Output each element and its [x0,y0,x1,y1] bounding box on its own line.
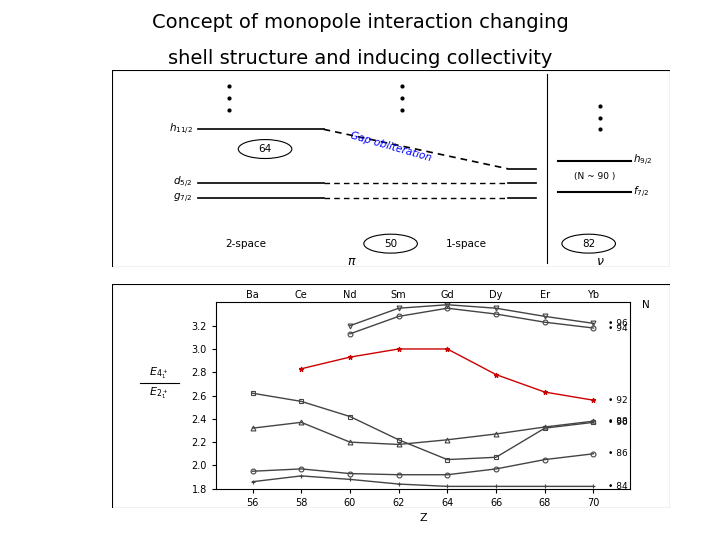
Text: $f_{7/2}$: $f_{7/2}$ [634,185,649,200]
Text: 1-space: 1-space [446,239,487,248]
Text: $h_{9/2}$: $h_{9/2}$ [634,153,652,168]
Text: (N ~ 90 ): (N ~ 90 ) [574,172,615,181]
Text: $E_{4_1^+}$: $E_{4_1^+}$ [150,365,168,381]
Text: Gd: Gd [441,290,454,300]
Text: Ba: Ba [246,290,259,300]
Text: Yb: Yb [588,290,600,300]
Text: Sm: Sm [391,290,407,300]
Text: $E_{2_1^+}$: $E_{2_1^+}$ [150,386,168,401]
Text: • 96: • 96 [608,319,628,328]
Text: Concept of monopole interaction changing: Concept of monopole interaction changing [152,14,568,32]
Text: 50: 50 [384,239,397,248]
Text: 2-space: 2-space [225,239,266,248]
Text: $g_{7/2}$: $g_{7/2}$ [174,192,192,205]
Text: • 94: • 94 [608,323,628,333]
Text: Nd: Nd [343,290,356,300]
Text: 82: 82 [582,239,595,248]
Text: $\pi$: $\pi$ [347,255,356,268]
Text: N: N [642,300,650,310]
Text: • 86: • 86 [608,449,628,458]
Text: • 92: • 92 [608,396,628,404]
Text: $h_{11/2}$: $h_{11/2}$ [168,122,192,137]
Text: Ce: Ce [295,290,307,300]
Text: Gap obliteration: Gap obliteration [348,131,433,164]
Text: • 84: • 84 [608,482,628,491]
Text: Dy: Dy [490,290,503,300]
X-axis label: Z: Z [419,514,427,523]
Text: Er: Er [540,290,550,300]
Text: 64: 64 [258,144,271,154]
Text: • 88: • 88 [608,417,628,426]
Text: $d_{5/2}$: $d_{5/2}$ [174,175,192,190]
Text: $\nu$: $\nu$ [595,255,604,268]
Text: • 90: • 90 [608,418,628,427]
Text: shell structure and inducing collectivity: shell structure and inducing collectivit… [168,49,552,68]
